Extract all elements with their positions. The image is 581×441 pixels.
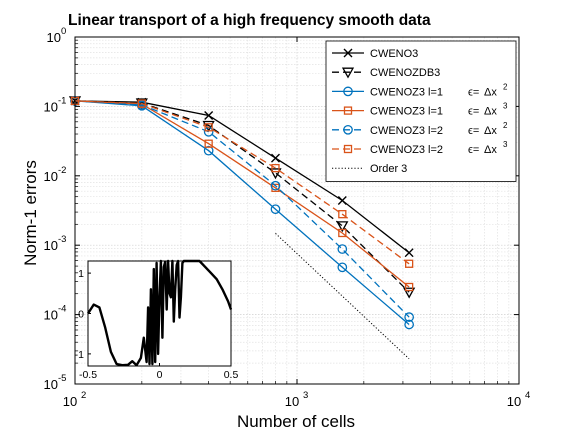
data-point [269,168,282,180]
legend-label: CWENO3 [370,48,418,60]
ticks: 10 2 10 3 10 410 010 -110 -210 -310 -410 -5 [44,26,531,409]
series-line [74,100,410,254]
legend-eps-label: ϵ= [468,144,479,156]
legend-label: Order 3 [370,163,407,175]
inset-x-tick-label: 0 [157,369,163,381]
legend-entry: CWENOZDB3 [332,67,440,79]
data-point [203,145,214,156]
y-tick-label-exponent: -3 [58,234,66,245]
x-tick-label: 10 [63,394,77,409]
data-point [271,163,280,173]
inset-y-tick-label: -1 [75,349,84,361]
x-tick-label-exponent: 2 [81,390,86,401]
legend-eps-exponent: 2 [503,82,508,91]
legend-label: CWENOZDB3 [370,67,440,79]
legend-label: CWENOZ3 l=1 [370,106,443,118]
data-point [404,319,414,330]
legend-eps-base: Δx [484,144,497,156]
data-point [337,244,348,254]
x-tick-label: 10 [507,394,521,409]
legend-eps-exponent: 3 [503,140,508,149]
legend-eps-base: Δx [484,125,497,137]
series-line [74,100,410,265]
legend-label: CWENOZ3 l=1 [370,86,443,98]
series-5 [70,96,414,268]
y-tick-label-exponent: -2 [58,165,66,176]
data-point [204,139,213,148]
legend-entry: CWENO3 [332,48,418,60]
legend-eps-label: ϵ= [468,106,479,118]
data-point [336,221,349,233]
series-line [74,100,410,325]
inset-x-tick-label: -0.5 [79,369,97,381]
data-point [404,259,414,268]
legend-eps-exponent: 2 [503,121,508,130]
legend-eps-exponent: 3 [503,102,508,111]
inset-y-tick-label: 0 [78,309,84,321]
inset-chart: -0.5 0 0.5 1 0 -1 [75,259,239,381]
data-point [337,196,347,206]
chart-title: Linear transport of a high frequency smo… [68,12,431,29]
legend-entry: CWENOZ3 l=2 ϵ= Δx 2 [332,121,508,137]
data-point [337,262,348,273]
y-tick-label-exponent: -1 [58,95,66,106]
legend-marker [343,144,353,154]
x-tick-label-exponent: 3 [303,390,308,401]
x-tick-label: 10 [285,394,299,409]
series-line [74,100,410,318]
inset-y-tick-label: 1 [78,268,84,280]
inset-curve [86,259,233,367]
data-point [403,287,416,299]
legend-entry: CWENOZ3 l=2 ϵ= Δx 3 [332,140,508,156]
y-tick-label-exponent: -4 [58,304,66,315]
y-tick-label-exponent: -5 [58,373,66,384]
legend-eps-label: ϵ= [468,125,479,137]
y-tick-label: 10 [44,308,58,323]
data-point [270,204,281,215]
data-point [137,99,146,108]
legend-marker [343,106,353,115]
y-axis-label: Norm-1 errors [21,160,40,266]
legend-entry: CWENOZ3 l=1 ϵ= Δx 2 [332,82,508,98]
data-point [204,110,214,120]
x-tick-label-exponent: 4 [525,390,530,401]
data-point [338,228,347,238]
legend-entry: Order 3 [332,163,407,175]
y-tick-label: 10 [44,99,58,114]
data-point [404,312,414,322]
data-point [204,123,213,132]
legend-label: CWENOZ3 l=2 [370,125,443,137]
y-tick-label: 10 [44,169,58,184]
data-point [270,153,280,163]
legend-marker [343,124,353,135]
data-point [338,210,347,219]
legend-marker [341,67,355,79]
data-point [404,282,414,292]
y-tick-label: 10 [47,30,61,45]
legend-eps-base: Δx [484,86,497,98]
legend-marker [343,48,353,58]
inset-x-tick-label: 0.5 [224,369,239,381]
y-tick-label: 10 [44,238,58,253]
legend-eps-label: ϵ= [468,86,479,98]
legend-label: CWENOZ3 l=2 [370,144,443,156]
legend-marker [343,86,353,97]
data-point [270,180,281,191]
y-tick-label-exponent: 0 [61,26,66,37]
legend-eps-base: Δx [484,106,497,118]
legend-entry: CWENOZ3 l=1 ϵ= Δx 3 [332,102,508,118]
x-axis-label: Number of cells [237,412,355,431]
y-tick-label: 10 [44,377,58,392]
data-point [404,248,414,258]
